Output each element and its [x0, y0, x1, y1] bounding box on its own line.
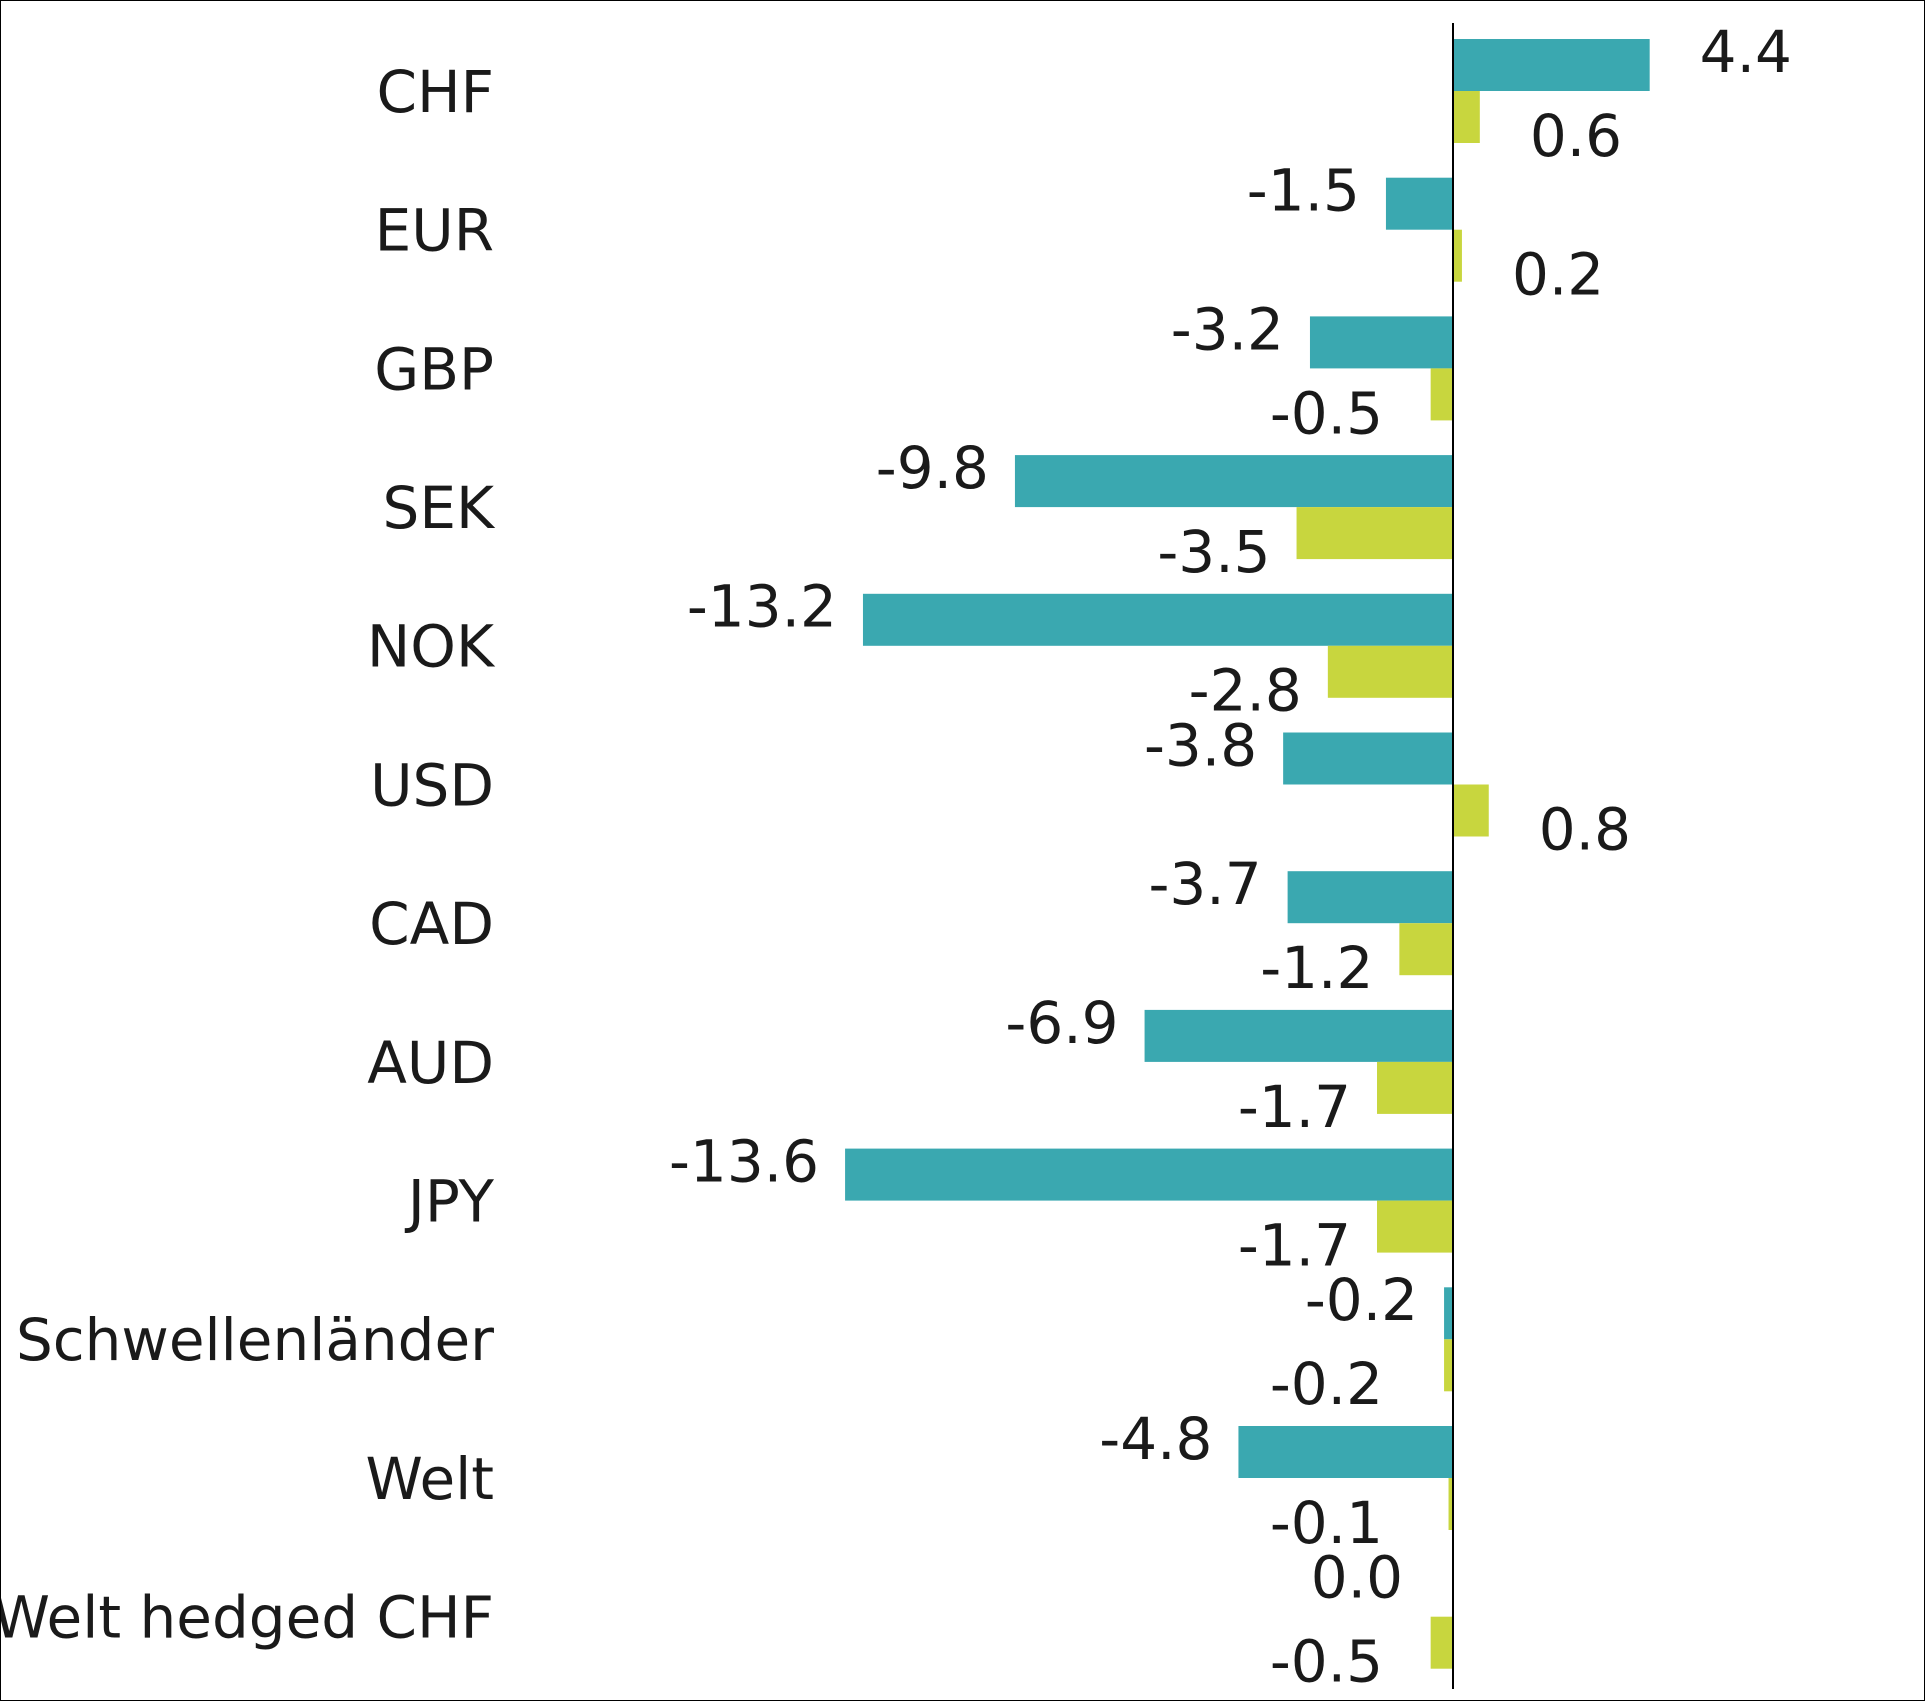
bar-series-2 — [1430, 1616, 1453, 1669]
bar-series-2 — [1448, 1478, 1453, 1530]
value-label-series-2: 0.8 — [1539, 795, 1631, 863]
bar-series-2 — [1444, 1339, 1453, 1392]
value-label-series-1: -0.2 — [1305, 1266, 1418, 1334]
bar-series-2 — [1327, 645, 1453, 698]
value-label-series-2: -0.2 — [1270, 1350, 1383, 1418]
category-label: SEK — [383, 474, 496, 542]
value-label-series-2: -0.5 — [1270, 1628, 1383, 1696]
bar-series-2 — [1399, 923, 1453, 976]
category-label: CHF — [377, 58, 494, 126]
category-label: EUR — [375, 197, 494, 265]
value-label-series-2: -0.1 — [1270, 1489, 1383, 1557]
category-label: Welt — [366, 1445, 495, 1513]
bar-series-2 — [1377, 1061, 1453, 1114]
bar-series-1 — [1238, 1426, 1453, 1478]
bar-series-1 — [1144, 1009, 1453, 1062]
bar-series-2 — [1296, 507, 1453, 560]
bar-series-1 — [1283, 732, 1453, 785]
value-label-series-1: -3.8 — [1144, 711, 1257, 779]
category-label: Schwellenländer — [16, 1306, 494, 1374]
category-label: USD — [370, 751, 494, 819]
category-label: AUD — [367, 1029, 494, 1097]
value-label-series-2: -0.5 — [1270, 379, 1383, 447]
bar-series-1 — [1309, 316, 1453, 369]
bar-series-1 — [1453, 39, 1650, 91]
value-label-series-1: -6.9 — [1005, 989, 1118, 1057]
value-label-series-2: -1.2 — [1260, 934, 1373, 1002]
value-label-series-1: -13.6 — [669, 1127, 819, 1195]
value-label-series-2: 0.6 — [1530, 102, 1622, 170]
value-label-series-2: -1.7 — [1238, 1073, 1351, 1141]
value-label-series-1: -3.7 — [1148, 850, 1261, 918]
bar-series-1 — [1014, 455, 1453, 508]
value-label-series-2: 0.2 — [1512, 241, 1604, 309]
category-label: CAD — [369, 890, 494, 958]
bar-series-1 — [1444, 1287, 1453, 1340]
value-label-series-2: -1.7 — [1238, 1211, 1351, 1279]
bar-series-2 — [1453, 91, 1480, 143]
value-label-series-1: -3.2 — [1171, 295, 1284, 363]
bar-series-1 — [862, 593, 1453, 646]
value-label-series-2: -3.5 — [1157, 518, 1270, 586]
bar-series-2 — [1453, 229, 1462, 282]
value-label-series-1: -1.5 — [1247, 157, 1360, 225]
value-label-series-2: -2.8 — [1189, 657, 1302, 725]
value-label-series-1: -9.8 — [876, 434, 989, 502]
category-label: GBP — [374, 335, 494, 403]
bar-series-2 — [1430, 368, 1453, 421]
bar-series-1 — [845, 1148, 1453, 1201]
bar-series-2 — [1377, 1200, 1453, 1253]
value-label-series-1: 0.0 — [1311, 1544, 1403, 1612]
bar-series-2 — [1453, 784, 1489, 837]
value-label-series-1: -13.2 — [687, 573, 837, 641]
category-label: NOK — [367, 613, 496, 681]
value-label-series-1: -4.8 — [1099, 1405, 1212, 1473]
bar-series-1 — [1287, 871, 1453, 924]
value-label-series-1: 4.4 — [1700, 18, 1792, 86]
bar-series-1 — [1385, 177, 1453, 230]
category-label: Welt hedged CHF — [1, 1584, 494, 1652]
category-label: JPY — [405, 1167, 495, 1235]
